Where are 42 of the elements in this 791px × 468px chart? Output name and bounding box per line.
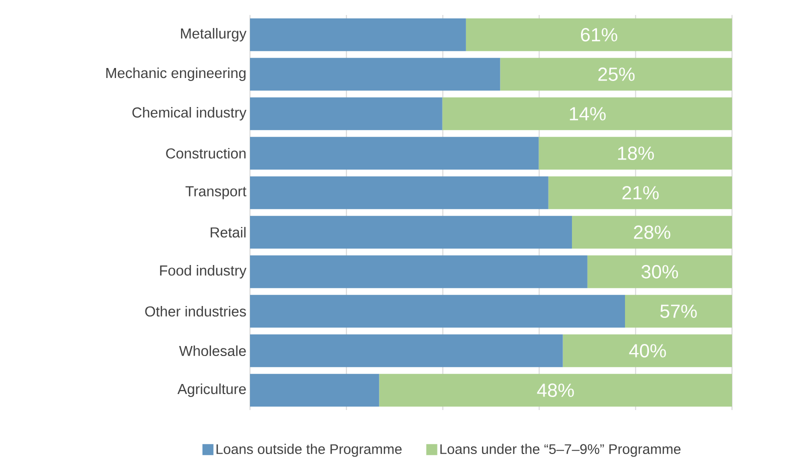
annotation: 14% [570,107,606,120]
y-tick-label: Chemical industry [132,107,246,120]
y-tick-label: Mechanic engineering [106,68,246,81]
bar [250,294,625,328]
y-tick-label: Other industries [145,306,246,317]
bar [500,58,732,91]
y-tick-label: Construction [166,148,246,159]
annotation: 57% [660,304,697,318]
bar [250,176,548,210]
bar [379,374,732,407]
bar [250,374,380,407]
bar [250,18,466,52]
annotation: 48% [537,384,574,397]
bar [572,216,732,249]
y-tick-label: Agriculture [177,384,246,397]
annotation: 40% [629,344,666,358]
annotation: 25% [598,68,635,81]
annotation: 21% [622,186,659,200]
y-tick-label: Retail [210,226,246,238]
annotation: 61% [580,28,618,42]
annotation: 28% [634,226,670,239]
legend-label: Loans outside the Programme [216,444,402,457]
y-tick-label: Transport [186,186,246,200]
annotation: 18% [618,146,654,160]
bar [625,294,732,328]
bar [548,176,732,210]
annotation: 30% [641,265,678,278]
bar [538,136,732,170]
y-tick-label: Metallurgy [181,28,246,42]
bar [562,334,732,368]
bar [587,255,732,288]
bar [250,58,500,91]
bar [250,334,563,368]
bar [250,216,572,249]
bar [250,97,442,130]
bar [466,18,732,52]
legend-label: Loans under the “5–7–9%” Programme [440,444,681,457]
bar [250,255,588,288]
y-tick-label: Food industry [160,265,246,278]
bar [442,97,732,130]
y-tick-label: Wholesale [179,345,246,356]
bar [250,136,539,170]
